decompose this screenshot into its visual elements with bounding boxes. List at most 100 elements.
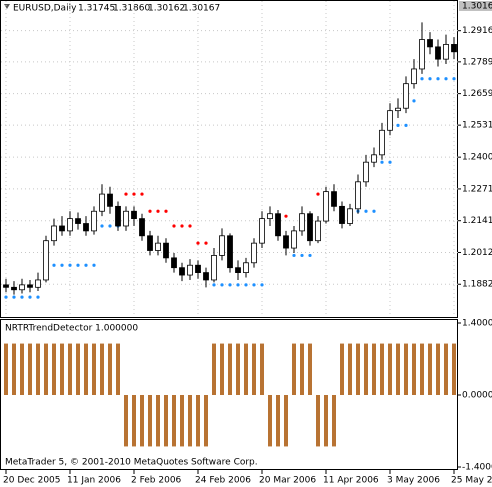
stop-dot (4, 295, 8, 299)
candle-body (379, 129, 385, 156)
y-tick-label: 1.25310 (462, 121, 492, 131)
stop-dot (100, 224, 104, 228)
histogram-bar (404, 343, 408, 395)
stop-dot (156, 209, 160, 213)
stop-dot (372, 209, 376, 213)
y-tick-label: 1.21415 (462, 216, 492, 226)
histogram-bar (380, 343, 384, 395)
histogram-bar (140, 395, 144, 447)
histogram-bar (436, 343, 440, 395)
histogram-bar (60, 343, 64, 395)
stop-dot (452, 77, 456, 81)
stop-dot (420, 77, 424, 81)
candle-body (155, 242, 161, 251)
histogram-bar (196, 395, 200, 447)
histogram-bar (212, 343, 216, 395)
stop-dot (196, 241, 200, 245)
stop-dot (412, 99, 416, 103)
histogram-bar (180, 395, 184, 447)
histogram-bar (260, 343, 264, 395)
histogram-bar (116, 343, 120, 395)
histogram-bar (420, 343, 424, 395)
histogram-bar (356, 343, 360, 395)
stop-dot (60, 263, 64, 267)
y-tick-label: 1.400000 (462, 319, 492, 329)
y-tick-label: 1.29160 (462, 26, 492, 36)
x-tick-label: 11 Apr 2006 (323, 476, 379, 486)
histogram-bar (132, 395, 136, 447)
last-price-label: 1.30167 (462, 1, 492, 11)
histogram-bar (76, 343, 80, 395)
stop-dot (212, 283, 216, 287)
x-tick-label: 2 Feb 2006 (131, 476, 182, 486)
candle-body (451, 44, 457, 53)
candle-body (363, 161, 369, 183)
stop-dot (92, 263, 96, 267)
histogram-bar (188, 395, 192, 447)
histogram-bar (52, 343, 56, 395)
stop-dot (36, 295, 40, 299)
candle-body (139, 218, 145, 237)
x-tick-label: 25 May 2006 (451, 476, 492, 486)
histogram-bar (100, 343, 104, 395)
histogram-bar (244, 343, 248, 395)
candle-body (371, 154, 377, 163)
stop-dot (436, 77, 440, 81)
y-tick-label: 1.18825 (462, 280, 492, 290)
histogram-bar (396, 343, 400, 395)
histogram-bar (428, 343, 432, 395)
candle-body (331, 191, 337, 207)
stop-dot (180, 224, 184, 228)
candle-body (339, 205, 345, 224)
histogram-bar (20, 343, 24, 395)
candle-body (91, 210, 97, 232)
candle-body (235, 267, 241, 273)
candle-body (3, 284, 9, 288)
histogram-bar (340, 343, 344, 395)
x-tick-label: 20 Mar 2006 (259, 476, 316, 486)
header-close: 1.30167 (183, 4, 220, 14)
stop-dot (140, 192, 144, 196)
candle-body (195, 264, 201, 273)
stop-dot (108, 224, 112, 228)
histogram-bar (372, 343, 376, 395)
stop-dot (124, 192, 128, 196)
candle-body (411, 68, 417, 85)
stop-dot (228, 283, 232, 287)
stop-dot (404, 123, 408, 127)
candle-body (307, 213, 313, 242)
histogram-bar (172, 395, 176, 447)
candle-body (347, 208, 353, 224)
stop-dot (444, 77, 448, 81)
stop-dot (188, 224, 192, 228)
symbol-title: EURUSD,Daily (13, 4, 77, 14)
stop-dot (244, 283, 248, 287)
candle-body (11, 286, 17, 291)
candle-body (67, 218, 73, 232)
histogram-bar (204, 395, 208, 447)
histogram-bar (68, 343, 72, 395)
histogram-bar (348, 343, 352, 395)
stop-dot (204, 241, 208, 245)
candle-body (219, 235, 225, 256)
candle-body (419, 39, 425, 70)
candle-body (251, 242, 257, 264)
candle-body (267, 213, 273, 220)
stop-dot (84, 263, 88, 267)
candle-body (83, 223, 89, 232)
candle-body (211, 255, 217, 281)
histogram-bar (292, 343, 296, 395)
histogram-bar (220, 343, 224, 395)
candle-body (43, 240, 49, 281)
x-tick-label: 20 Dec 2005 (3, 476, 61, 486)
y-tick-label: 1.26595 (462, 89, 492, 99)
candle-body (443, 44, 449, 60)
candle-body (283, 235, 289, 249)
histogram-bar (308, 343, 312, 395)
candle-body (355, 181, 361, 210)
histogram-bar (4, 343, 8, 395)
candle-body (179, 267, 185, 276)
histogram-bar (276, 395, 280, 447)
x-tick-label: 3 May 2006 (387, 476, 440, 486)
